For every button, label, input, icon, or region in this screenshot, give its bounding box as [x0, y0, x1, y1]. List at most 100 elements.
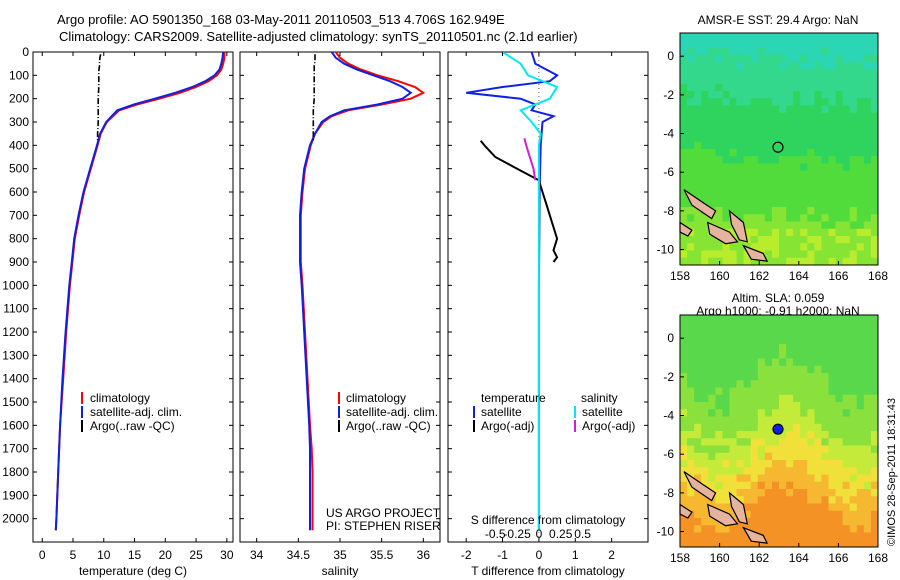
map-cell	[814, 185, 822, 193]
map-cell	[736, 474, 745, 483]
map-cell	[757, 98, 766, 106]
x-tick-label: -1	[497, 548, 508, 562]
map-cell	[856, 489, 865, 497]
map-cell	[793, 199, 801, 208]
map-cell	[849, 185, 858, 193]
map-cell	[821, 257, 829, 266]
map-cell	[842, 329, 851, 338]
map-cell	[863, 170, 872, 179]
map-cell	[687, 467, 695, 475]
map-cell	[849, 336, 858, 345]
map-cell	[729, 98, 737, 106]
map-cell	[814, 344, 822, 352]
map-cell	[849, 83, 858, 92]
legend-header-salinity: salinity	[581, 391, 618, 405]
map-cell	[793, 69, 801, 77]
map-cell	[842, 250, 851, 259]
map-cell	[743, 344, 752, 352]
map-cell	[835, 170, 844, 179]
map-cell	[743, 438, 752, 446]
map-cell	[743, 170, 752, 179]
map-cell	[786, 344, 794, 352]
map-cell	[842, 221, 851, 230]
map-cell	[701, 105, 709, 114]
map-cell	[694, 373, 702, 381]
map-cell	[779, 336, 787, 345]
map-cell	[701, 228, 709, 237]
map-cell	[680, 481, 688, 490]
map-cell	[807, 163, 815, 172]
map-cell	[835, 250, 844, 259]
map-cell	[708, 380, 716, 388]
map-cell	[701, 525, 709, 533]
map-cell	[715, 532, 723, 541]
map-cell	[793, 445, 801, 454]
map-cell	[870, 496, 879, 504]
map-cell	[793, 539, 801, 548]
map-cell	[750, 47, 759, 56]
map-cell	[814, 178, 822, 186]
map-cell	[771, 445, 780, 454]
map-cell	[687, 460, 695, 468]
map-cell	[793, 373, 801, 381]
map-cell	[856, 47, 865, 56]
map-cell	[800, 431, 808, 439]
map-cell	[835, 431, 844, 439]
map-cell	[814, 156, 822, 164]
map-cell	[729, 474, 737, 483]
map-cell	[680, 351, 688, 359]
map-cell	[757, 315, 766, 323]
map-cell	[779, 192, 787, 201]
map-cell	[771, 127, 780, 135]
map-cell	[807, 503, 815, 512]
map-cell	[779, 163, 787, 172]
salinity-legend: climatology satellite-adj. clim. Argo(..…	[338, 391, 438, 433]
map-cell	[722, 105, 730, 114]
map-cell	[743, 33, 752, 41]
map-cell	[771, 257, 780, 266]
depth-tick-label: 800	[9, 232, 29, 246]
map-cell	[771, 141, 780, 150]
map-cell	[807, 214, 815, 222]
map-cell	[800, 69, 808, 77]
map-cell	[849, 373, 858, 381]
map-cell	[764, 134, 773, 143]
map-cell	[771, 228, 780, 237]
map-cell	[729, 322, 737, 330]
x-tick-label: 1	[572, 548, 579, 562]
map-cell	[750, 185, 759, 193]
depth-tick-label: 900	[9, 255, 29, 269]
map-cell	[764, 539, 773, 548]
map-cell	[694, 98, 702, 106]
map-cell	[750, 163, 759, 172]
map-cell	[786, 503, 794, 512]
map-cell	[757, 134, 766, 143]
map-cell	[800, 47, 808, 56]
map-cell	[793, 207, 801, 215]
map-cell	[863, 62, 872, 70]
map-cell	[835, 423, 844, 432]
x-tick-label: 34.5	[287, 548, 311, 562]
map-cell	[828, 387, 836, 396]
map-cell	[856, 243, 865, 251]
map-cell	[800, 532, 808, 541]
map-cell	[743, 402, 752, 410]
map-cell	[800, 207, 808, 215]
map-cell	[863, 250, 872, 259]
map-cell	[750, 141, 759, 150]
map-cell	[743, 532, 752, 541]
map-cell	[800, 525, 808, 533]
map-cell	[863, 120, 872, 128]
map-cell	[821, 460, 829, 468]
map-cell	[708, 452, 716, 461]
map-cell	[708, 185, 716, 193]
map-cell	[814, 329, 822, 338]
map-cell	[729, 525, 737, 533]
difference-series	[466, 52, 559, 542]
map-cell	[771, 525, 780, 533]
map-cell	[757, 105, 766, 114]
map-cell	[729, 62, 737, 70]
map-cell	[793, 416, 801, 425]
map-cell	[736, 416, 745, 425]
map-cell	[800, 199, 808, 208]
